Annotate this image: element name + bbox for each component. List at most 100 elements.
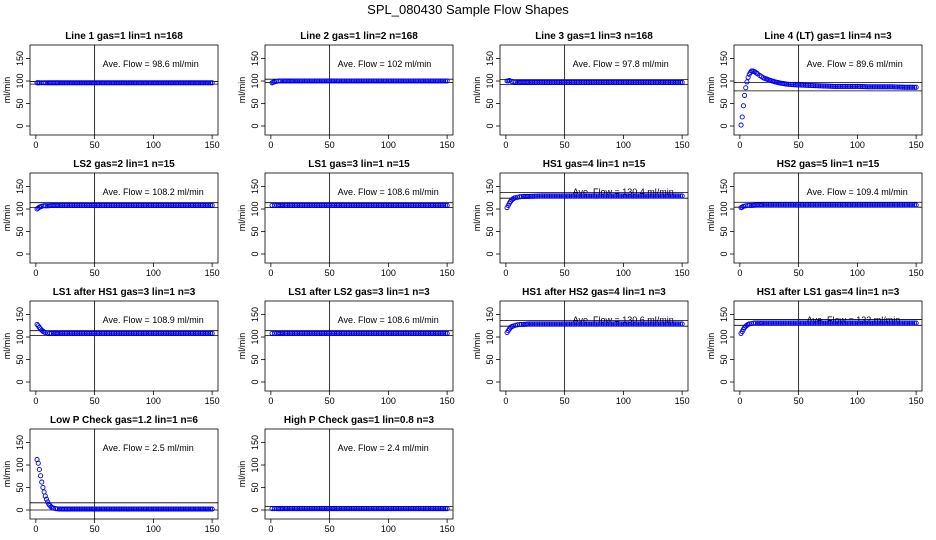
data-point (844, 83, 850, 89)
y-tick-label: 150 (15, 179, 25, 194)
data-point (303, 330, 309, 336)
data-point (66, 330, 72, 336)
panel-title: Line 4 (LT) gas=1 lin=4 n=3 (764, 31, 892, 42)
data-point (328, 78, 334, 84)
data-point (159, 202, 165, 208)
data-point (164, 330, 170, 336)
data-point (906, 320, 912, 326)
data-point (843, 202, 849, 208)
data-point (365, 78, 371, 84)
y-tick-label: 50 (250, 98, 260, 108)
data-point (876, 320, 882, 326)
data-point (404, 78, 410, 84)
data-point (135, 80, 141, 86)
data-point (866, 84, 872, 90)
data-point (582, 321, 588, 327)
data-point (380, 506, 386, 512)
data-point (844, 202, 850, 208)
data-point (374, 330, 380, 336)
data-point (864, 84, 870, 90)
data-point (288, 506, 294, 512)
y-tick-label: 50 (15, 354, 25, 364)
data-point (811, 202, 817, 208)
data-point (286, 330, 292, 336)
data-point (588, 321, 595, 327)
data-point (187, 506, 193, 512)
data-point (115, 80, 121, 86)
data-point (607, 193, 613, 199)
data-point (639, 79, 645, 85)
data-point (107, 202, 113, 208)
data-point (310, 330, 316, 336)
data-point (861, 202, 867, 208)
data-point (303, 506, 309, 512)
data-point (580, 79, 586, 85)
data-point (43, 496, 50, 502)
data-point (792, 82, 798, 88)
plot-frame (29, 428, 219, 520)
data-point (283, 330, 289, 336)
data-point (858, 83, 864, 90)
data-point (207, 202, 213, 208)
data-points (34, 202, 215, 212)
data-point (512, 195, 518, 201)
data-point (578, 193, 584, 199)
data-point (389, 330, 395, 336)
data-point (108, 202, 114, 208)
data-point (563, 193, 569, 199)
data-point (864, 202, 870, 208)
data-point (355, 506, 361, 512)
data-point (833, 202, 839, 208)
data-point (444, 202, 450, 208)
data-point (394, 78, 400, 84)
data-point (804, 320, 810, 326)
data-point (160, 506, 166, 512)
data-point (202, 202, 208, 208)
data-point (58, 80, 64, 86)
data-point (107, 506, 113, 512)
data-point (306, 506, 313, 512)
data-point (669, 193, 675, 199)
data-point (397, 202, 403, 208)
data-point (856, 202, 862, 208)
data-point (437, 202, 443, 208)
y-axis-label: ml/min (237, 205, 247, 232)
data-point (118, 330, 125, 336)
data-point (269, 202, 275, 208)
data-point (170, 202, 177, 208)
data-point (849, 83, 855, 89)
data-point (890, 320, 896, 326)
data-point (880, 202, 886, 208)
data-point (120, 506, 126, 512)
data-point (179, 80, 185, 86)
data-point (426, 202, 432, 208)
data-point (853, 320, 859, 326)
data-point (179, 330, 185, 336)
y-tick-label: 0 (15, 379, 25, 384)
data-point (910, 84, 916, 90)
ave-flow-annotation: Ave. Flow = 2.4 ml/min (338, 443, 429, 453)
data-point (70, 506, 76, 512)
data-point (365, 202, 371, 208)
data-point (417, 330, 423, 336)
data-point (206, 506, 212, 512)
data-point (345, 506, 351, 512)
data-point (590, 79, 596, 85)
data-point (206, 202, 212, 208)
y-axis-label: ml/min (706, 333, 716, 360)
data-point (399, 202, 405, 208)
data-point (759, 320, 765, 326)
data-point (656, 321, 662, 327)
data-point (416, 506, 422, 512)
panel-11: HS1 after HS2 gas=4 lin=1 n=30 50 100 15005… (472, 287, 690, 406)
data-point (92, 80, 98, 86)
y-axis-label: ml/min (472, 77, 482, 104)
data-point (893, 84, 899, 90)
data-point (382, 506, 388, 512)
data-point (434, 330, 440, 336)
x-tick-label: 150 (205, 268, 220, 278)
data-point (679, 79, 685, 85)
data-point (125, 330, 131, 336)
data-point (531, 193, 537, 199)
data-point (838, 83, 844, 89)
